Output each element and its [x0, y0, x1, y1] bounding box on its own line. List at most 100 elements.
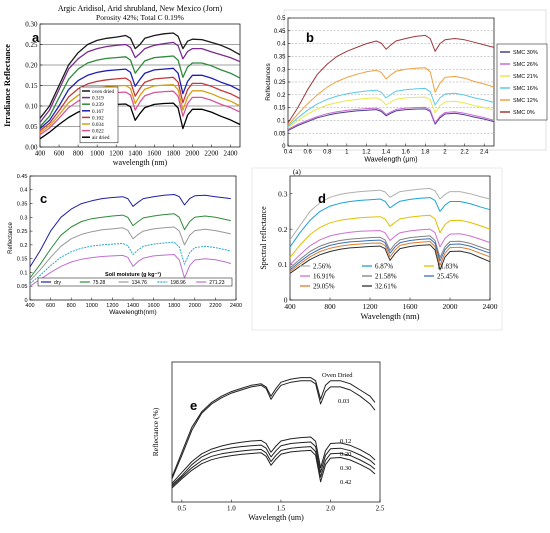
- x-tick-label: 1600: [147, 303, 159, 309]
- series-line-0-12: [171, 436, 376, 484]
- x-tick-label: 1400: [127, 303, 139, 309]
- x-tick-label: 0.6: [303, 150, 312, 156]
- series-line-0-034: [39, 84, 241, 134]
- legend-box: [37, 277, 233, 287]
- series-line-2-56-: [289, 187, 491, 241]
- series-line-0-03: [171, 380, 376, 479]
- series-line-Oven-Dried: [171, 377, 376, 478]
- y-tick-label: 0.35: [17, 201, 28, 207]
- y-tick-label: 0.2: [277, 93, 286, 99]
- series-line-0-42: [171, 449, 376, 489]
- y-tick-label: 0.15: [17, 257, 28, 263]
- chart-panel-d: 0 0.1 0.2 0.3 400 800 1200 1600 2000 2400 Waveleng…: [251, 167, 503, 331]
- series-line-25-45-: [289, 238, 491, 271]
- y-tick-label: 0.05: [17, 284, 28, 290]
- legend-entry: SMC 21%: [513, 74, 538, 80]
- series-line-SMC-16-: [287, 87, 495, 128]
- chart-panel-c: 0 0.05 0.1 0.15 0.2 0.25 0.3 0.35 0.4 0.45 400 600 8…: [8, 174, 242, 316]
- series-line-air-dried: [39, 102, 241, 140]
- x-tick-label: 2000: [185, 150, 200, 158]
- y-tick-label: 0.45: [274, 29, 286, 35]
- y-tick-label: 0.25: [17, 229, 28, 235]
- y-tick-label: 0.20: [25, 61, 38, 69]
- legend-entry: 0.102: [92, 115, 104, 121]
- series-line-0-167: [39, 67, 241, 130]
- curve-label: 0.42: [340, 479, 351, 486]
- x-tick-label: 2000: [443, 302, 458, 311]
- x-tick-label: 400: [25, 303, 34, 309]
- x-tick-label: 2000: [189, 303, 201, 309]
- corner-label: (a): [293, 168, 301, 176]
- series-line-oven-dried: [39, 32, 241, 119]
- series-line-SMC-21-: [287, 96, 495, 129]
- panel-letter: c: [40, 191, 47, 206]
- series-line-0-239: [39, 55, 241, 127]
- y-axis-label: Reflectance (%): [151, 407, 160, 456]
- chart-panel-e: 0.5 1.0 1.5 2.0 2.5 Wavelength (um) Reflectanc…: [151, 361, 385, 522]
- series-line-dry: [29, 194, 231, 268]
- x-tick-label: 1800: [166, 150, 181, 158]
- legend-entry: SMC 0%: [513, 110, 535, 116]
- x-tick-label: 1.8: [421, 150, 430, 156]
- y-tick-label: 0.35: [274, 55, 286, 61]
- y-axis-label: Reflectance: [8, 221, 14, 253]
- y-tick-label: 0.2: [20, 243, 28, 249]
- x-axis-label: Wavelength (μm): [364, 156, 417, 163]
- x-axis-label: Wavelength (um): [248, 513, 304, 522]
- series-line-16-91-: [289, 228, 491, 265]
- legend-entry: 271.23: [209, 280, 225, 286]
- x-tick-label: 2400: [223, 150, 238, 158]
- series-line-SMC-12-: [287, 67, 495, 126]
- x-tick-label: 1: [345, 150, 349, 156]
- y-tick-label: 0.1: [277, 119, 286, 125]
- x-tick-label: 0.8: [323, 150, 332, 156]
- x-tick-label: 400: [284, 302, 296, 311]
- series-line-0-319: [39, 41, 241, 123]
- x-tick-label: 600: [46, 303, 55, 309]
- x-tick-label: 2400: [483, 302, 498, 311]
- y-axis-label: Reflectances: [265, 62, 272, 100]
- x-tick-label: 2: [443, 150, 447, 156]
- series-line-SMC-0-: [287, 34, 495, 124]
- y-tick-label: 0.2: [278, 225, 288, 234]
- legend-entry: 0.034: [92, 122, 104, 128]
- legend-box: [496, 43, 548, 121]
- x-tick-label: 1600: [147, 150, 162, 158]
- x-tick-label: 0.5: [178, 505, 187, 513]
- x-tick-label: 2.5: [376, 505, 385, 513]
- legend-entry: 25.45%: [437, 273, 459, 281]
- y-tick-label: 0.10: [25, 102, 38, 110]
- y-tick-label: 0: [282, 144, 286, 150]
- y-tick-label: 0.15: [274, 106, 286, 112]
- x-tick-label: 1600: [403, 302, 418, 311]
- x-axis-label: Wavelength (nm): [360, 311, 419, 321]
- legend-entry: 6.87%: [375, 263, 393, 271]
- x-tick-label: 2.2: [460, 150, 469, 156]
- x-tick-label: 1000: [90, 150, 105, 158]
- legend-entry: 0.239: [92, 102, 104, 108]
- x-tick-label: 1.2: [362, 150, 371, 156]
- legend-entry: 198.96: [170, 280, 186, 286]
- legend-entry: SMC 16%: [513, 86, 538, 92]
- y-axis-label: Irradiance Reflectance: [2, 44, 12, 127]
- panel-letter: b: [306, 30, 314, 45]
- legend-entry: 29.05%: [313, 283, 335, 291]
- x-axis-label: wavelength (nm): [113, 158, 168, 167]
- series-line-21-58-: [289, 235, 491, 269]
- x-tick-label: 2200: [209, 303, 221, 309]
- y-tick-label: 0.30: [25, 20, 38, 28]
- panel-letter: d: [318, 191, 326, 206]
- y-tick-label: 0.25: [25, 41, 38, 49]
- x-tick-label: 2.0: [326, 505, 335, 513]
- series-line-75-28: [29, 213, 231, 279]
- series-line-32-61-: [289, 244, 491, 274]
- legend-entry: SMC 26%: [513, 62, 538, 68]
- series-line-0-20: [171, 441, 376, 486]
- y-tick-label: 0.45: [17, 174, 28, 180]
- y-tick-label: 0.25: [274, 80, 286, 86]
- series-line-0-30: [171, 446, 376, 487]
- legend-entry: 0.167: [92, 109, 104, 115]
- legend-entry: dry: [54, 280, 61, 286]
- x-tick-label: 1200: [106, 303, 118, 309]
